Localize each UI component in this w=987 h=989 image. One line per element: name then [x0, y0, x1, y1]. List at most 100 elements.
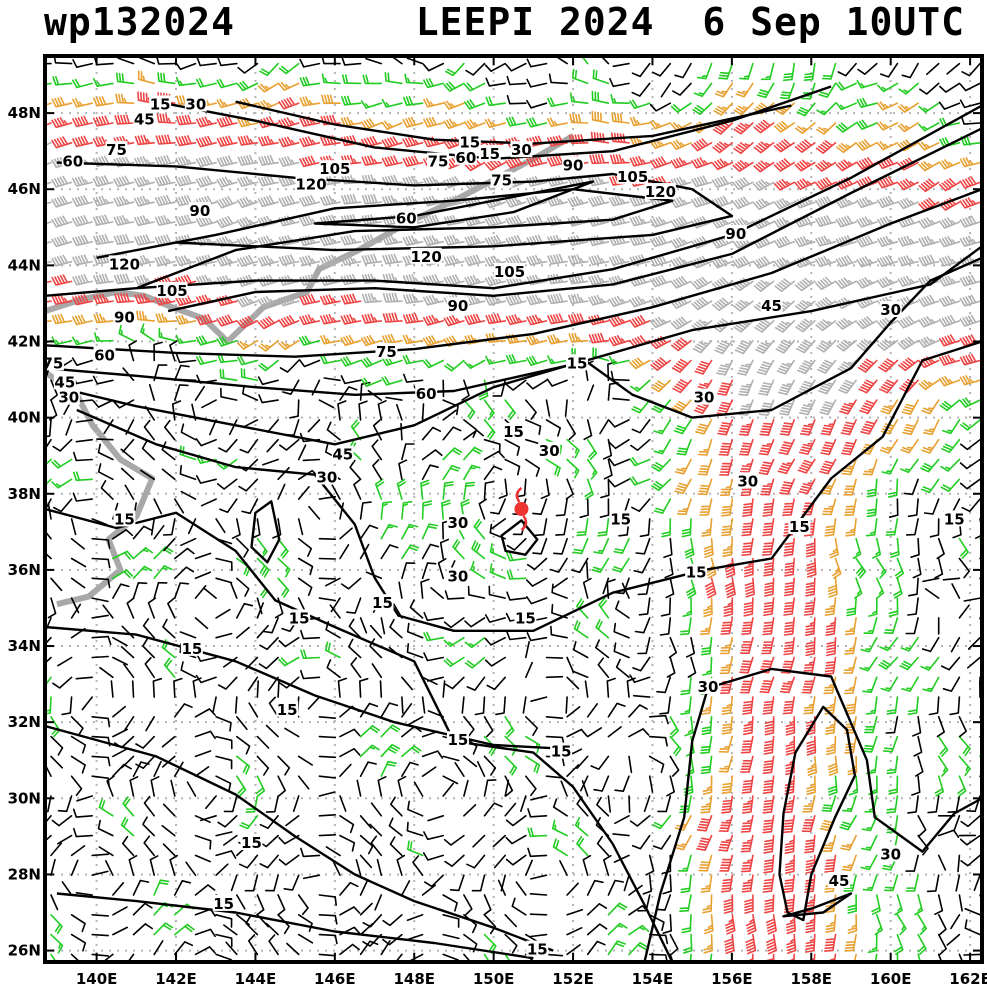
wind-barb [913, 735, 923, 757]
wind-barb [50, 842, 63, 857]
wind-barb [942, 419, 961, 435]
wind-barb [568, 134, 589, 145]
wind-barb [72, 115, 93, 128]
contour-label-bg [879, 845, 902, 862]
wind-barb [175, 135, 197, 147]
wind-barb [607, 382, 619, 401]
wind-barb [868, 775, 878, 796]
wind-barb [340, 375, 362, 385]
wind-barb [759, 676, 775, 694]
wind-barb [942, 676, 961, 692]
contour-label-bg [760, 297, 783, 314]
wind-barb [719, 458, 734, 476]
wind-barb [465, 62, 486, 76]
wind-barb [51, 96, 73, 108]
wind-barb [609, 234, 630, 246]
contour-label: 60 [455, 149, 476, 167]
wind-barb [525, 419, 542, 436]
wind-barb [917, 815, 927, 837]
wind-barb [299, 215, 321, 227]
wind-barb [576, 836, 589, 857]
wind-barb [600, 478, 610, 499]
wind-barb [631, 399, 651, 414]
wind-barb [98, 846, 114, 857]
wind-barb [240, 368, 259, 382]
wind-barb [553, 537, 568, 555]
wind-barb [236, 735, 251, 755]
wind-barb [401, 676, 413, 691]
wind-barb [591, 557, 610, 573]
wind-barb [586, 923, 608, 936]
wind-barb [359, 725, 381, 738]
wind-barb [298, 359, 321, 368]
wind-barb [72, 314, 93, 326]
wind-barb [588, 332, 610, 344]
wind-barb [478, 498, 487, 520]
wind-barb [773, 257, 795, 269]
wind-barb [105, 860, 114, 876]
wind-barb [195, 313, 217, 326]
wind-barb [278, 339, 300, 351]
wind-barb [905, 617, 919, 635]
wind-barb [389, 56, 403, 65]
wind-barb [70, 577, 86, 589]
wind-barb [70, 597, 80, 614]
wind-barb [926, 62, 940, 76]
wind-barb [320, 313, 341, 325]
wind-barb [396, 854, 406, 876]
wind-barb [464, 636, 486, 649]
wind-barb [299, 58, 321, 68]
wind-barb [721, 518, 734, 537]
wind-barb [526, 314, 548, 326]
isotach-line [45, 507, 674, 962]
wind-barb [939, 255, 961, 267]
wind-barb [442, 447, 463, 461]
wind-barb [484, 197, 506, 209]
wind-barb [153, 760, 162, 777]
wind-barb [588, 235, 610, 247]
wind-barb [318, 834, 337, 837]
wind-barb [664, 557, 674, 579]
wind-barb [649, 275, 672, 288]
wind-barb [526, 254, 548, 266]
wind-barb [951, 583, 961, 599]
wind-barb [680, 696, 692, 715]
wind-barb [236, 602, 254, 619]
wind-barb [845, 518, 857, 537]
wind-barb [443, 176, 465, 189]
wind-barb [96, 438, 114, 441]
wind-barb [483, 779, 497, 797]
wind-barb [402, 354, 424, 365]
wind-barb [153, 922, 174, 936]
wind-barb [888, 597, 899, 617]
wind-barb [630, 438, 651, 451]
wind-barb [824, 518, 837, 537]
wind-barb [81, 696, 93, 711]
isotach-line [250, 500, 281, 564]
wind-barb [526, 117, 548, 128]
wind-barb [236, 755, 251, 775]
wind-barb [318, 557, 337, 560]
contour-label-bg [446, 567, 469, 584]
wind-barb [92, 214, 114, 226]
wind-barb [607, 726, 622, 738]
wind-barb [380, 760, 397, 777]
wind-barb [259, 62, 279, 77]
wind-barb [525, 399, 537, 420]
wind-barb [676, 498, 692, 516]
wind-barb [763, 735, 775, 755]
wind-barb [552, 838, 568, 857]
wind-barb [568, 293, 589, 305]
wind-barb [718, 438, 734, 456]
wind-barb [443, 315, 465, 327]
wind-barb [278, 315, 300, 328]
wind-barb [174, 703, 193, 718]
wind-barb [629, 315, 651, 328]
contour-label: 105 [156, 282, 187, 300]
wind-barb [353, 478, 362, 500]
wind-barb [866, 498, 878, 518]
wind-barb [180, 423, 197, 441]
wind-barb [277, 537, 289, 559]
wind-barb [245, 915, 259, 936]
